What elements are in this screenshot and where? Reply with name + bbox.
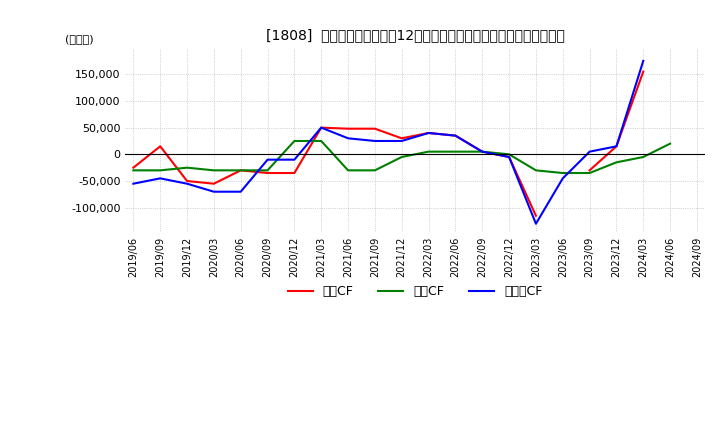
フリーCF (451, 133, 460, 138)
営業CF (183, 178, 192, 183)
投資CF (129, 168, 138, 173)
Y-axis label: (百万円): (百万円) (66, 34, 94, 44)
投資CF (505, 152, 513, 157)
フリーCF (343, 136, 352, 141)
営業CF (210, 181, 218, 186)
営業CF (129, 165, 138, 170)
営業CF (478, 149, 487, 154)
投資CF (317, 138, 325, 143)
投資CF (451, 149, 460, 154)
フリーCF (210, 189, 218, 194)
フリーCF (397, 138, 406, 143)
投資CF (478, 149, 487, 154)
フリーCF (290, 157, 299, 162)
投資CF (397, 154, 406, 160)
フリーCF (424, 130, 433, 136)
投資CF (612, 160, 621, 165)
フリーCF (559, 176, 567, 181)
フリーCF (156, 176, 165, 181)
投資CF (290, 138, 299, 143)
営業CF (585, 168, 594, 173)
投資CF (559, 170, 567, 176)
投資CF (424, 149, 433, 154)
フリーCF (505, 154, 513, 160)
投資CF (666, 141, 675, 146)
営業CF (343, 126, 352, 131)
営業CF (156, 144, 165, 149)
フリーCF (585, 149, 594, 154)
投資CF (371, 168, 379, 173)
フリーCF (531, 221, 540, 227)
営業CF (505, 154, 513, 160)
営業CF (612, 144, 621, 149)
営業CF (290, 170, 299, 176)
営業CF (317, 125, 325, 130)
投資CF (531, 168, 540, 173)
Line: 投資CF: 投資CF (133, 141, 670, 173)
投資CF (210, 168, 218, 173)
フリーCF (478, 149, 487, 154)
Line: 営業CF: 営業CF (133, 72, 643, 216)
投資CF (585, 170, 594, 176)
Line: フリーCF: フリーCF (133, 61, 643, 224)
営業CF (236, 168, 245, 173)
フリーCF (129, 181, 138, 186)
営業CF (397, 136, 406, 141)
営業CF (371, 126, 379, 131)
投資CF (236, 168, 245, 173)
営業CF (424, 130, 433, 136)
営業CF (264, 170, 272, 176)
投資CF (343, 168, 352, 173)
Title: [1808]  キャッシュフローの12か月移動合計の対前年同期増減額の推移: [1808] キャッシュフローの12か月移動合計の対前年同期増減額の推移 (266, 28, 564, 42)
投資CF (183, 165, 192, 170)
フリーCF (264, 157, 272, 162)
営業CF (451, 133, 460, 138)
フリーCF (639, 58, 647, 63)
投資CF (156, 168, 165, 173)
フリーCF (371, 138, 379, 143)
Legend: 営業CF, 投資CF, フリーCF: 営業CF, 投資CF, フリーCF (282, 280, 548, 303)
投資CF (639, 154, 647, 160)
投資CF (264, 168, 272, 173)
営業CF (639, 69, 647, 74)
フリーCF (183, 181, 192, 186)
営業CF (531, 213, 540, 218)
フリーCF (236, 189, 245, 194)
フリーCF (612, 144, 621, 149)
フリーCF (317, 125, 325, 130)
